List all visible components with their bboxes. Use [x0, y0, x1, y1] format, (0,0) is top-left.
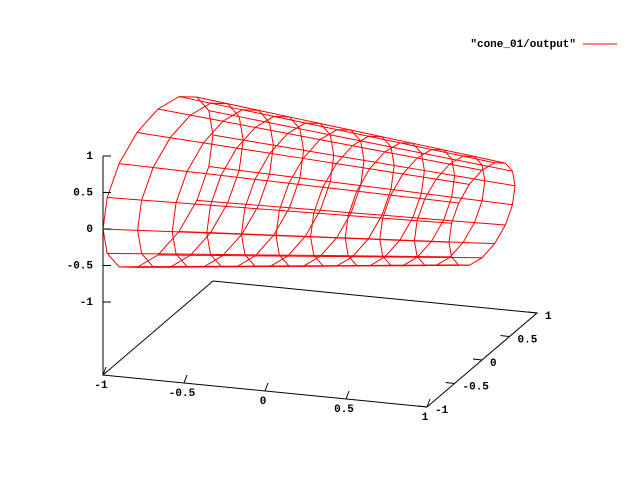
- generatrix: [157, 254, 483, 259]
- y-tick: [472, 358, 483, 361]
- y-tick-label: -1: [435, 405, 449, 417]
- generatrix: [107, 252, 452, 258]
- generatrix: [208, 166, 513, 206]
- generatrix: [179, 230, 495, 245]
- generatrix: [136, 264, 470, 268]
- x-tick: [345, 390, 350, 400]
- x-tick: [102, 366, 107, 376]
- generatrix: [208, 110, 513, 172]
- generatrix: [136, 132, 470, 185]
- generatrix: [157, 108, 483, 171]
- x-tick: [264, 382, 269, 392]
- generatrix: [119, 163, 459, 204]
- generatrix: [196, 199, 506, 226]
- ring: [137, 102, 244, 268]
- x-tick: [183, 374, 188, 384]
- generatrix: [196, 96, 506, 164]
- y-tick-label: 0: [490, 358, 497, 370]
- x-tick-label: 0: [260, 396, 267, 408]
- generatrix: [212, 134, 516, 187]
- z-tick-label: -0.5: [67, 260, 94, 272]
- ring: [448, 162, 516, 266]
- y-tick: [445, 382, 455, 384]
- z-tick-label: 0.5: [73, 187, 93, 199]
- x-tick: [426, 398, 431, 408]
- x-tick-label: 1: [422, 412, 429, 424]
- y-tick: [500, 335, 510, 337]
- y-tick-label: 1: [545, 311, 552, 323]
- ring: [275, 129, 365, 267]
- x-tick-label: 0.5: [334, 404, 354, 416]
- y-tick: [527, 311, 538, 314]
- ring: [206, 115, 305, 268]
- surface: [102, 96, 516, 268]
- ring: [344, 142, 425, 267]
- legend-label: "cone_01/output": [470, 39, 576, 51]
- ring: [171, 109, 274, 268]
- z-tick-label: 1: [86, 151, 93, 163]
- x-tick-label: -1: [94, 380, 108, 392]
- generatrix: [178, 96, 495, 164]
- x-tick-label: -0.5: [169, 388, 196, 400]
- generatrix: [107, 196, 452, 224]
- ring: [102, 96, 214, 268]
- y-tick-label: 0.5: [518, 334, 538, 346]
- y-tick: [417, 405, 428, 408]
- z-tick-label: 0: [86, 224, 93, 236]
- ring: [379, 149, 456, 267]
- y-tick-label: -0.5: [463, 381, 490, 393]
- z-tick-label: -1: [80, 297, 94, 309]
